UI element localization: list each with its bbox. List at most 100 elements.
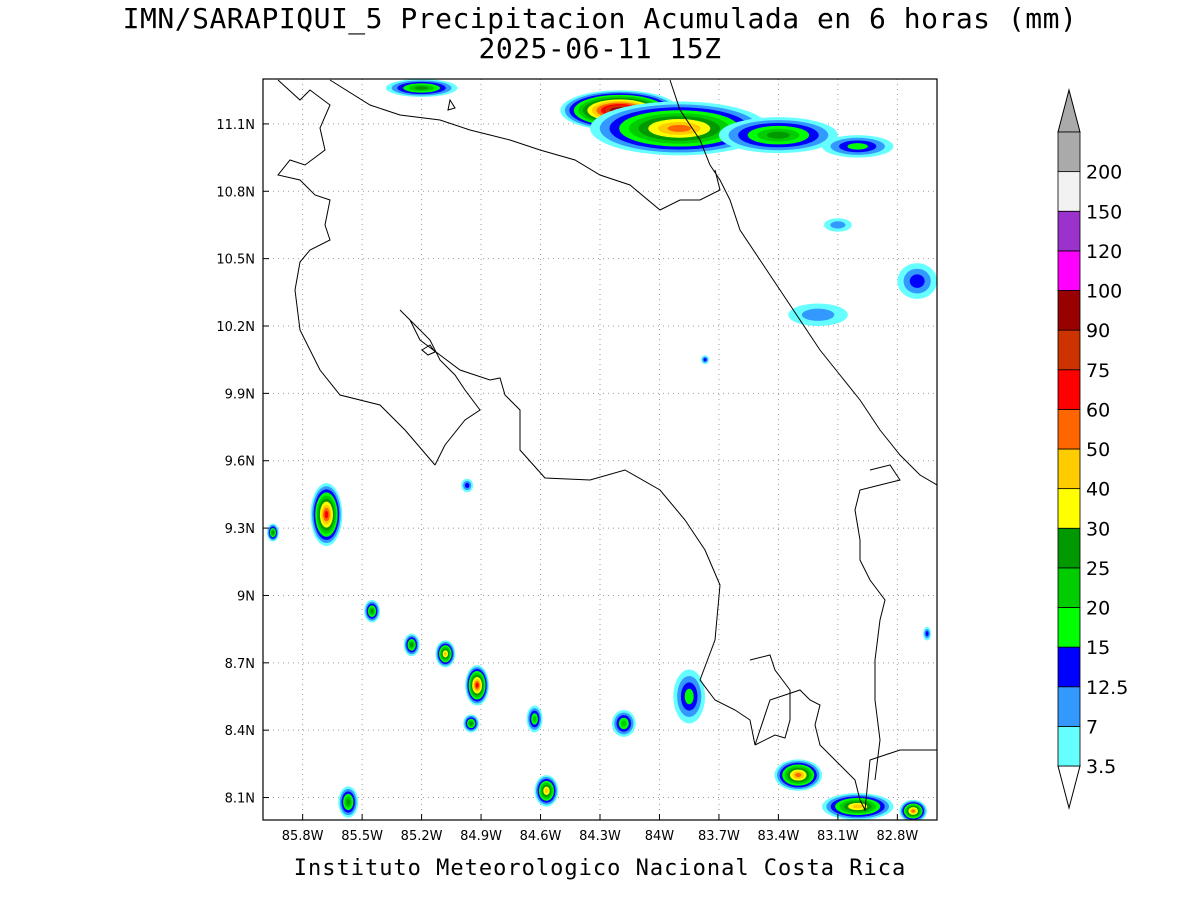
colorbar-swatch [1057,448,1081,490]
colorbar-label: 150 [1086,201,1122,223]
x-tick-label: 83.7W [698,829,740,844]
colorbar-label: 30 [1086,518,1110,540]
colorbar-under-arrow [1057,765,1081,810]
colorbar-label: 7 [1086,716,1098,738]
y-tick-label: 11.1N [216,118,255,133]
island-north [447,98,456,111]
y-tick-label: 10.2N [216,320,255,335]
colorbar-swatch [1057,171,1081,212]
precip-contour [795,773,802,778]
precip-contour [847,143,868,150]
colorbar-swatch [1057,607,1081,648]
x-tick-label: 83.1W [817,829,859,844]
precip-cell [923,626,932,641]
colorbar-label: 100 [1086,281,1122,303]
x-tick-label: 85.2W [401,829,443,844]
map-subtitle-datetime: 2025-06-11 15Z [478,32,722,65]
precip-contour [464,482,470,488]
coastline-borders [277,79,937,812]
caribbean-coastline [669,79,937,486]
colorbar-swatch [1057,488,1081,529]
precip-cell [310,483,343,547]
nicoya-gulf-coast [399,309,756,746]
colorbar-over-arrow [1057,88,1081,133]
y-tick-label: 9N [237,589,255,604]
precip-cell [526,705,543,733]
precip-contour [410,642,414,648]
y-tick-label: 10.5N [216,253,255,268]
x-tick-label: 85.5W [341,829,383,844]
x-tick-label: 84.6W [520,829,562,844]
precip-cell [364,599,380,623]
precip-cell [822,135,894,158]
precip-cell [701,355,710,365]
colorbar-swatch [1057,250,1081,291]
colorbar-label: 15 [1086,637,1110,659]
precip-cell [774,759,823,791]
map-title: IMN/SARAPIQUI_5 Precipitacion Acumulada … [122,2,1078,35]
precip-cell [899,799,928,820]
x-tick-label: 85.8W [282,829,324,844]
precip-cell [266,523,279,542]
precip-cell [465,665,489,706]
precip-contour [370,608,374,614]
precip-contour [909,274,925,288]
precip-cell [897,263,937,300]
longitude-axis: 85.8W 85.5W 85.2W 84.9W 84.6W 84.3W 84W 83.7W 83… [282,814,918,844]
colorbar-label: 40 [1086,479,1110,501]
precip-cell [718,117,838,154]
colorbar-label: 3.5 [1086,756,1116,778]
precip-contour [532,715,537,723]
map-footer-credit: Instituto Meteorologico Nacional Costa R… [293,856,907,881]
colorbar-label: 12.5 [1086,677,1128,699]
precip-contour [414,86,429,90]
colorbar-label: 75 [1086,360,1110,382]
colorbar-swatch [1057,646,1081,688]
colorbar-swatch [1057,725,1081,767]
colorbar-label: 50 [1086,439,1110,461]
y-tick-label: 9.9N [225,387,255,402]
precip-contour [667,124,691,132]
colorbar-swatch [1057,527,1081,569]
colorbar-legend: 3.5 7 12.5 15 20 25 30 40 50 60 75 90 100 120 150 200 [1057,88,1128,810]
precip-contour [469,721,473,726]
pacific-coastline-north [277,79,436,466]
colorbar-label: 120 [1086,241,1122,263]
panama-border [854,464,901,781]
precip-contour [766,131,790,139]
x-tick-label: 84.3W [579,829,621,844]
precip-contour [925,631,929,637]
colorbar-label: 60 [1086,399,1110,421]
x-tick-label: 84W [645,829,675,844]
colorbar-swatch [1057,210,1081,252]
precip-contour [324,510,329,519]
precip-contour [475,682,479,688]
precip-contour [621,720,627,727]
precip-cell [611,709,636,737]
colorbar-swatch [1057,369,1081,410]
precip-cell [385,79,458,97]
y-tick-label: 8.4N [225,724,255,739]
y-tick-label: 9.3N [225,522,255,537]
y-tick-label: 10.8N [216,185,255,200]
precip-contour [911,809,916,813]
precip-contour [684,688,694,705]
colorbar-swatch [1057,131,1081,173]
colorbar-swatch [1057,408,1081,450]
colorbar-label: 25 [1086,558,1110,580]
colorbar-swatch [1057,329,1081,371]
nicaragua-border [329,79,721,211]
precip-cell [788,303,848,327]
precip-cell [463,714,480,733]
precip-contour [703,357,707,362]
x-tick-label: 84.9W [460,829,502,844]
osa-peninsula [749,654,791,746]
precipitation-field [266,79,937,820]
precip-cell [461,478,474,493]
colorbar-label: 90 [1086,320,1110,342]
precip-cell [673,669,706,724]
precip-contour [801,308,835,321]
colorbar-swatch [1057,290,1081,331]
precip-cell [822,793,894,820]
precip-contour [544,788,549,794]
